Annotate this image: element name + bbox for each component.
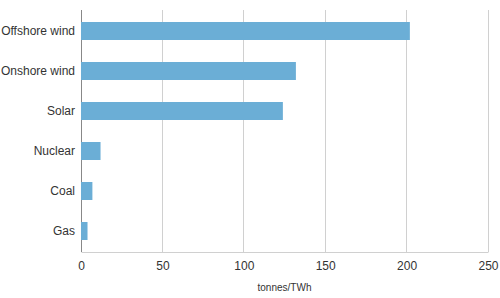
y-tick: Solar [47, 104, 81, 118]
category-label: Nuclear [34, 144, 75, 158]
x-tick: 50 [156, 252, 170, 273]
grid-line [488, 10, 489, 252]
x-tick-label: 250 [478, 259, 498, 273]
chart-svg: 0 50 100 150 200 250 Offshore wind Onshore wind… [0, 0, 500, 298]
x-tick: 0 [78, 252, 85, 273]
bar [81, 222, 88, 240]
x-tick-label: 50 [156, 259, 170, 273]
y-tick: Onshore wind [1, 64, 81, 78]
grid-line [162, 10, 163, 252]
y-axis: Offshore wind Onshore wind Solar Nuclear Coa… [1, 24, 81, 238]
x-axis-line [82, 252, 489, 253]
grid-line [406, 10, 407, 252]
x-tick-label: 200 [397, 259, 417, 273]
bar [81, 102, 283, 120]
category-label: Gas [53, 224, 75, 238]
x-tick: 200 [397, 252, 417, 273]
x-tick: 250 [478, 252, 498, 273]
bar [81, 62, 296, 80]
category-label: Offshore wind [1, 24, 75, 38]
x-tick-label: 0 [78, 259, 85, 273]
grid-line [243, 10, 244, 252]
x-tick-label: 150 [316, 259, 336, 273]
bars [81, 22, 410, 240]
x-tick: 150 [316, 252, 336, 273]
bar [81, 142, 101, 160]
grid [81, 10, 488, 252]
plot-area: 0 50 100 150 200 250 Offshore wind Onshore wind… [1, 10, 499, 273]
y-tick: Coal [50, 184, 81, 198]
category-label: Onshore wind [1, 64, 75, 78]
chart-container: 0 50 100 150 200 250 Offshore wind Onshore wind… [0, 0, 500, 298]
y-tick: Offshore wind [1, 24, 81, 38]
bar [81, 182, 92, 200]
bar [81, 22, 410, 40]
y-tick: Nuclear [34, 144, 81, 158]
grid-line [81, 10, 82, 252]
x-axis-title: tonnes/TWh [258, 282, 312, 293]
x-axis: 0 50 100 150 200 250 [78, 252, 499, 273]
grid-line [325, 10, 326, 252]
y-tick: Gas [53, 224, 81, 238]
category-label: Coal [50, 184, 75, 198]
x-tick: 100 [234, 252, 254, 273]
category-label: Solar [47, 104, 75, 118]
x-tick-label: 100 [234, 259, 254, 273]
